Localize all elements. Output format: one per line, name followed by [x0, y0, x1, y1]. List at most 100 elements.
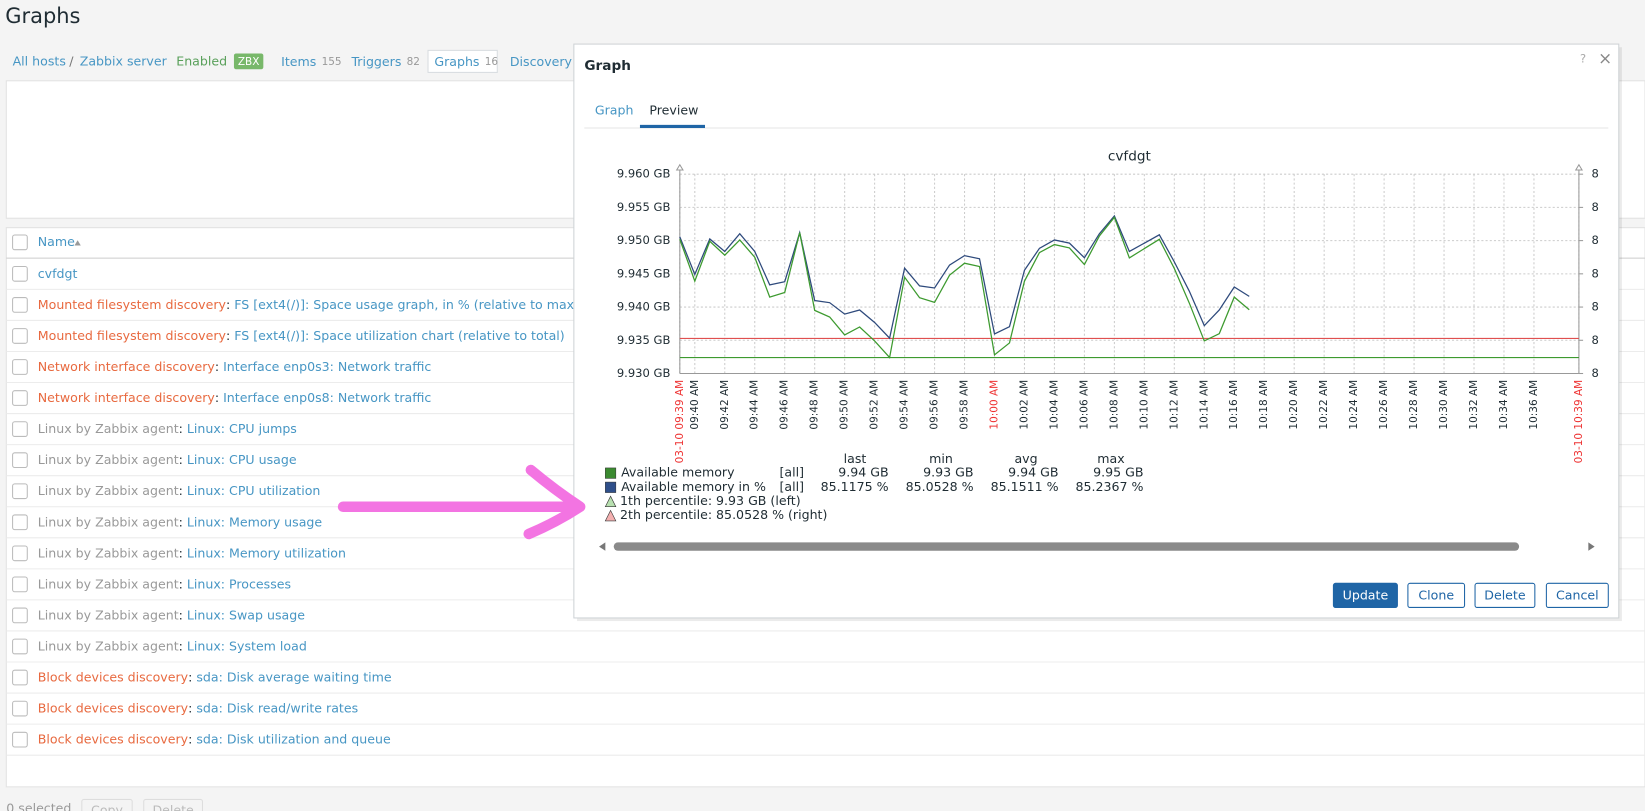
help-button[interactable]: ?: [1580, 51, 1586, 65]
modal-button-label[interactable]: Update: [1343, 587, 1389, 602]
close-button[interactable]: ×: [1598, 48, 1612, 68]
modal-tab[interactable]: Graph: [595, 103, 634, 118]
checkbox[interactable]: [13, 360, 28, 375]
x-tick-label: 10:36 AM: [1528, 380, 1540, 430]
footer-button-label[interactable]: Copy: [91, 802, 123, 811]
crumb-link[interactable]: All hosts: [13, 53, 66, 68]
row-prefix[interactable]: Linux by Zabbix agent: [38, 483, 179, 498]
x-tick-label: 10:20 AM: [1288, 380, 1300, 430]
row-text: Block devices discovery: sda: Disk avera…: [38, 669, 392, 684]
row-prefix[interactable]: Mounted filesystem discovery: [38, 327, 227, 342]
x-tick-label: 10:28 AM: [1408, 380, 1420, 430]
crumb-tab[interactable]: Graphs16: [434, 53, 498, 68]
legend-percentile: 1th percentile: 9.93 GB (left): [620, 493, 801, 508]
y-tick-label: 9.960 GB: [617, 167, 671, 181]
checkbox[interactable]: [13, 732, 28, 747]
page-title: Graphs: [5, 4, 80, 28]
row-name[interactable]: sda: Disk read/write rates: [196, 700, 358, 715]
x-tick-label: 09:54 AM: [899, 380, 911, 430]
row-name[interactable]: Interface enp0s3: Network traffic: [223, 358, 431, 373]
row-prefix[interactable]: Linux by Zabbix agent: [38, 452, 179, 467]
checkbox[interactable]: [13, 670, 28, 685]
x-tick-label: 09:40 AM: [689, 380, 701, 430]
modal-title: Graph: [584, 58, 631, 74]
row-prefix[interactable]: Network interface discovery: [38, 390, 216, 405]
legend-stat: 85.0528 %: [906, 479, 974, 494]
row-text: Linux by Zabbix agent: Linux: Swap usage: [38, 607, 305, 622]
x-tick-label: 03-10 09:39 AM: [674, 380, 686, 464]
row-name[interactable]: Linux: Swap usage: [187, 607, 305, 622]
checkbox[interactable]: [13, 701, 28, 716]
row-prefix[interactable]: Linux by Zabbix agent: [38, 545, 179, 560]
legend-stat: 9.95 GB: [1093, 465, 1143, 480]
row-name[interactable]: sda: Disk utilization and queue: [196, 731, 391, 746]
checkbox[interactable]: [13, 515, 28, 530]
row-name[interactable]: Linux: CPU usage: [187, 452, 297, 467]
row-prefix[interactable]: Linux by Zabbix agent: [38, 576, 179, 591]
row-text: Block devices discovery: sda: Disk utili…: [38, 731, 391, 746]
crumb-tab-count: 82: [407, 56, 420, 68]
scroll-thumb[interactable]: [614, 542, 1519, 550]
x-tick-label: 10:06 AM: [1078, 380, 1090, 430]
row-text: Network interface discovery: Interface e…: [38, 390, 432, 405]
checkbox[interactable]: [13, 577, 28, 592]
row-name[interactable]: Linux: System load: [187, 638, 307, 653]
x-tick-label: 10:14 AM: [1198, 380, 1210, 430]
x-tick-label: 10:08 AM: [1108, 380, 1120, 430]
row-prefix[interactable]: Linux by Zabbix agent: [38, 607, 179, 622]
crumb-link[interactable]: Zabbix server: [80, 53, 168, 68]
crumb-tab[interactable]: Items155: [281, 53, 341, 68]
checkbox[interactable]: [13, 235, 28, 250]
modal-tab[interactable]: Preview: [649, 103, 698, 118]
row-prefix[interactable]: Network interface discovery: [38, 358, 216, 373]
y-tick-label: 9.955 GB: [617, 200, 671, 214]
row-prefix[interactable]: Block devices discovery: [38, 669, 189, 684]
row-name[interactable]: Linux: Processes: [187, 576, 291, 591]
row-separator: :: [226, 296, 234, 311]
row-name[interactable]: sda: Disk average waiting time: [196, 669, 392, 684]
x-tick-label: 09:42 AM: [719, 380, 731, 430]
x-tick-label: 10:10 AM: [1138, 380, 1150, 430]
row-prefix[interactable]: Block devices discovery: [38, 700, 189, 715]
row-prefix[interactable]: Mounted filesystem discovery: [38, 296, 227, 311]
checkbox[interactable]: [13, 391, 28, 406]
checkbox[interactable]: [13, 608, 28, 623]
modal-button-label[interactable]: Cancel: [1556, 587, 1599, 602]
selected-count: 0 selected: [6, 800, 71, 811]
row-separator: :: [179, 576, 187, 591]
modal-button-label[interactable]: Clone: [1418, 587, 1454, 602]
row-name[interactable]: FS [ext4(/)]: Space utilization chart (r…: [234, 327, 564, 342]
x-tick-label: 09:52 AM: [869, 380, 881, 430]
checkbox[interactable]: [13, 546, 28, 561]
row-name[interactable]: cvfdgt: [38, 265, 78, 280]
row-prefix[interactable]: Linux by Zabbix agent: [38, 514, 179, 529]
modal-button-label[interactable]: Delete: [1484, 587, 1526, 602]
checkbox[interactable]: [13, 422, 28, 437]
row-text: Network interface discovery: Interface e…: [38, 358, 432, 373]
y-tick-label: 9.945 GB: [617, 266, 671, 280]
footer-button-label[interactable]: Delete: [152, 802, 194, 811]
legend-func: [all]: [779, 479, 804, 494]
row-prefix[interactable]: Linux by Zabbix agent: [38, 638, 179, 653]
row-name[interactable]: Linux: CPU jumps: [187, 421, 297, 436]
row-text: Linux by Zabbix agent: Linux: Processes: [38, 576, 291, 591]
row-prefix[interactable]: Block devices discovery: [38, 731, 189, 746]
row-name[interactable]: Linux: Memory usage: [187, 514, 322, 529]
row-separator: :: [179, 421, 187, 436]
row-name[interactable]: Linux: CPU utilization: [187, 483, 320, 498]
crumb-tab[interactable]: Triggers82: [350, 53, 420, 68]
crumb-tab[interactable]: Discovery r: [510, 53, 582, 68]
checkbox[interactable]: [13, 639, 28, 654]
checkbox[interactable]: [13, 329, 28, 344]
row-prefix[interactable]: Linux by Zabbix agent: [38, 421, 179, 436]
checkbox[interactable]: [13, 453, 28, 468]
checkbox[interactable]: [13, 298, 28, 313]
row-text: Linux by Zabbix agent: Linux: CPU jumps: [38, 421, 297, 436]
crumb-separator: /: [69, 53, 74, 68]
row-name[interactable]: Linux: Memory utilization: [187, 545, 346, 560]
checkbox[interactable]: [13, 484, 28, 499]
column-header[interactable]: Name: [38, 234, 75, 249]
checkbox[interactable]: [13, 266, 28, 281]
row-name[interactable]: Interface enp0s8: Network traffic: [223, 390, 431, 405]
